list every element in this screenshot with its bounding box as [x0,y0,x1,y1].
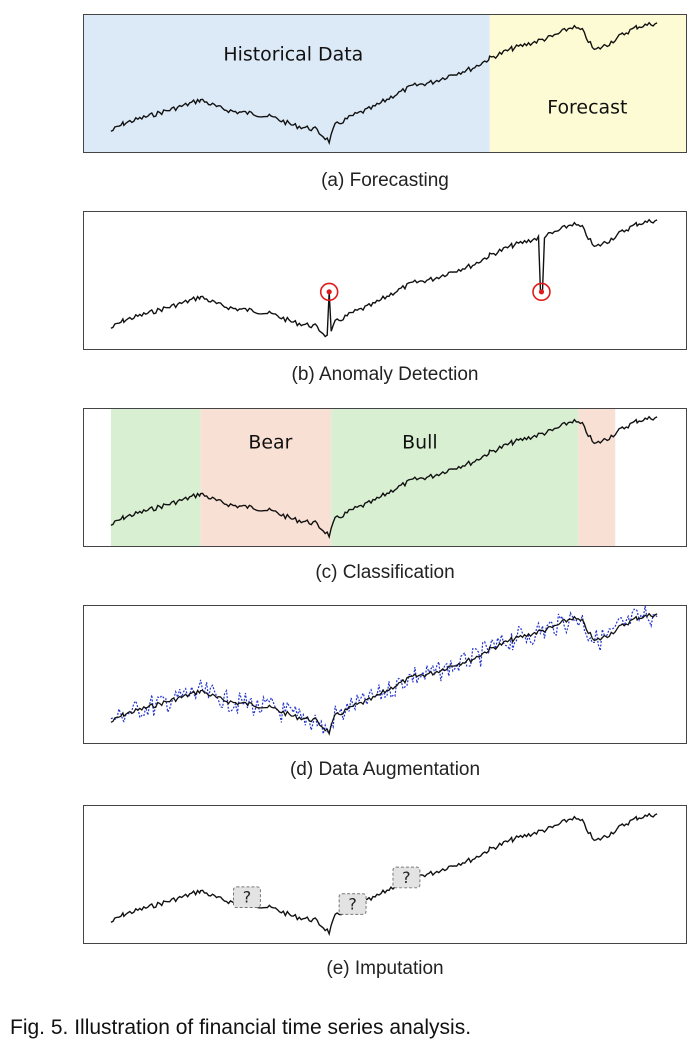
figure-caption: Fig. 5. Illustration of financial time s… [10,1016,472,1039]
forecasting-caption: (a) Forecasting [321,170,449,191]
augmentation-plot [110,606,658,736]
bear-label: Bear [248,433,292,454]
bear-region-1 [200,409,332,546]
missing-value-marker-1: ? [233,886,261,909]
anomaly-caption: (b) Anomaly Detection [291,364,479,385]
price-series [110,415,658,540]
price-series [110,812,658,937]
anomaly-point-up [326,289,332,295]
classification-plot: Bear Bull [110,409,658,546]
svg-text:?: ? [348,895,356,914]
imputation-panel: ? ? ? [83,805,687,944]
anomaly-plot [110,218,658,338]
forecasting-plot: Historical Data Forecast [84,15,686,152]
bull-region-1 [110,409,201,546]
historical-data-label: Historical Data [223,44,363,65]
classification-panel: Bear Bull [83,408,687,547]
augmented-series [110,606,658,735]
bull-region-2 [331,409,579,546]
augmentation-caption: (d) Data Augmentation [289,759,481,780]
missing-value-marker-2: ? [338,893,367,915]
anomaly-detection-panel [83,211,687,350]
imputation-caption: (e) Imputation [326,958,444,979]
classification-caption: (c) Classification [315,562,455,583]
missing-value-marker-3: ? [392,866,421,889]
augmentation-panel [83,605,687,744]
svg-text:?: ? [243,888,251,907]
imputation-plot: ? ? ? [110,812,658,937]
anomaly-point-down [538,289,545,295]
price-series-with-anomalies [110,218,658,338]
anomaly-marker-down [532,282,551,302]
forecast-region [489,15,686,152]
forecast-label: Forecast [547,98,627,119]
price-series [110,612,658,736]
historical-region [84,15,490,152]
svg-text:?: ? [402,868,410,887]
bear-region-2 [578,409,616,546]
bull-label: Bull [402,433,438,454]
forecasting-panel: Historical Data Forecast [83,14,687,153]
price-series [110,21,658,146]
anomaly-marker-up [319,282,339,302]
